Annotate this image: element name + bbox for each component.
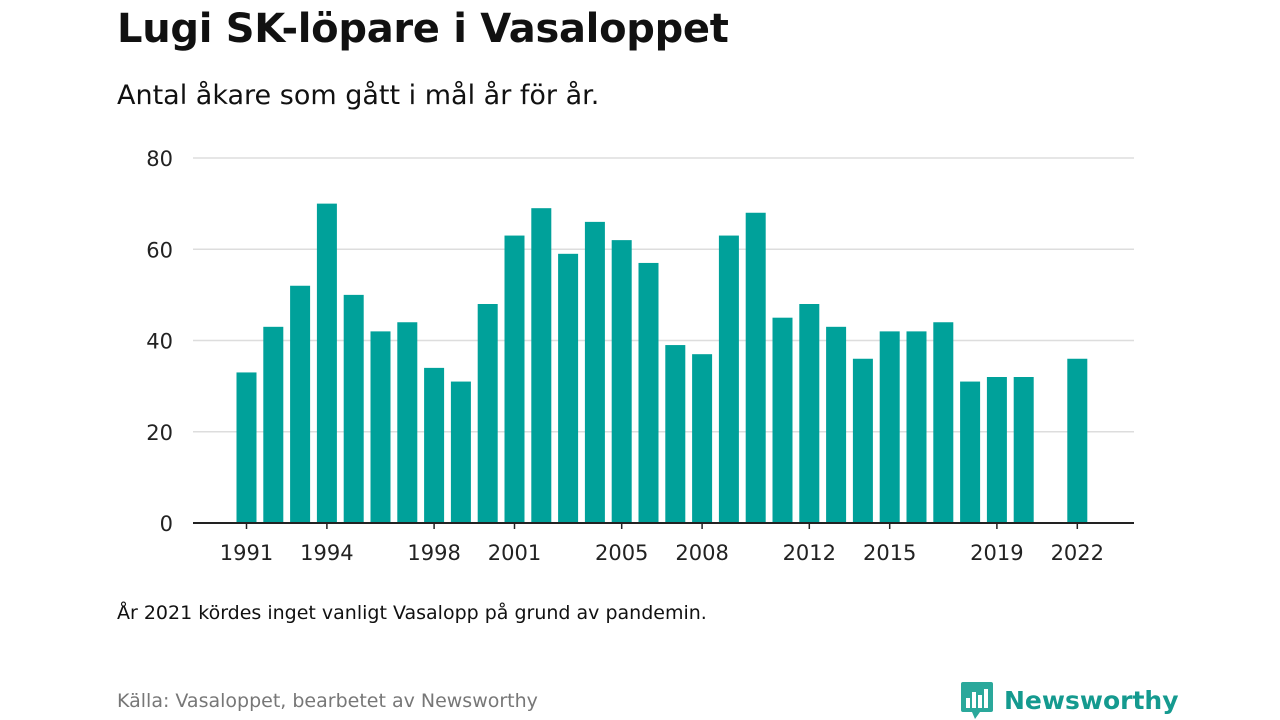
chart-note: År 2021 kördes inget vanligt Vasalopp på… bbox=[117, 602, 707, 624]
bars bbox=[236, 203, 1088, 523]
x-tick-label: 2012 bbox=[783, 541, 836, 565]
bar-chart: 0 20 40 60 80 1991 1994 1998 2001 2005 2008 2012 201… bbox=[146, 147, 1134, 565]
bar-2019 bbox=[986, 377, 1007, 523]
y-tick-label: 80 bbox=[146, 147, 173, 171]
bar-2010 bbox=[745, 212, 766, 523]
x-tick-label: 2005 bbox=[595, 541, 648, 565]
bar-2013 bbox=[826, 326, 847, 523]
bar-2016 bbox=[906, 331, 927, 523]
bar-1996 bbox=[370, 331, 391, 523]
bar-chart-speech-bubble-icon bbox=[961, 682, 993, 719]
x-tick-label: 1991 bbox=[220, 541, 273, 565]
bar-2003 bbox=[558, 253, 579, 523]
bar-1992 bbox=[263, 326, 284, 523]
bar-2007 bbox=[665, 345, 686, 523]
chart-title: Lugi SK-löpare i Vasaloppet bbox=[117, 6, 729, 52]
y-tick-label: 40 bbox=[146, 330, 173, 354]
bar-2011 bbox=[772, 317, 793, 523]
axes: 0 20 40 60 80 1991 1994 1998 2001 2005 2008 2012 201… bbox=[146, 147, 1134, 565]
bar-2000 bbox=[477, 304, 498, 523]
x-tick-label: 2001 bbox=[488, 541, 541, 565]
source-credit: Källa: Vasaloppet, bearbetet av Newswort… bbox=[117, 690, 538, 712]
bar-2001 bbox=[504, 235, 525, 523]
bar-2015 bbox=[879, 331, 900, 523]
x-tick-label: 2015 bbox=[863, 541, 916, 565]
bar-1998 bbox=[424, 367, 445, 523]
bar-2005 bbox=[611, 240, 632, 523]
bar-1991 bbox=[236, 372, 257, 523]
bar-1997 bbox=[397, 322, 418, 523]
bar-2017 bbox=[933, 322, 954, 523]
x-tick-label: 2019 bbox=[970, 541, 1023, 565]
bar-1993 bbox=[290, 285, 311, 523]
chart-subtitle: Antal åkare som gått i mål år för år. bbox=[117, 80, 600, 111]
brand-logo: Newsworthy bbox=[960, 680, 1179, 720]
bar-1994 bbox=[316, 203, 337, 523]
x-tick-label: 2008 bbox=[675, 541, 728, 565]
y-tick-label: 60 bbox=[146, 238, 173, 262]
bar-2022 bbox=[1067, 358, 1088, 523]
x-tick-label: 1994 bbox=[300, 541, 353, 565]
bar-2008 bbox=[692, 354, 713, 523]
bar-2006 bbox=[638, 262, 659, 523]
bar-1995 bbox=[343, 294, 364, 523]
bar-2002 bbox=[531, 208, 552, 523]
bar-2009 bbox=[718, 235, 739, 523]
y-tick-label: 0 bbox=[160, 512, 173, 536]
bar-2004 bbox=[584, 221, 605, 523]
bar-1999 bbox=[450, 381, 471, 523]
bar-2020 bbox=[1013, 377, 1034, 523]
x-tick-label: 2022 bbox=[1051, 541, 1104, 565]
x-tick-label: 1998 bbox=[407, 541, 460, 565]
bar-2018 bbox=[960, 381, 981, 523]
brand-name: Newsworthy bbox=[1004, 685, 1179, 715]
bar-2012 bbox=[799, 304, 820, 523]
y-tick-label: 20 bbox=[146, 421, 173, 445]
bar-2014 bbox=[852, 358, 873, 523]
